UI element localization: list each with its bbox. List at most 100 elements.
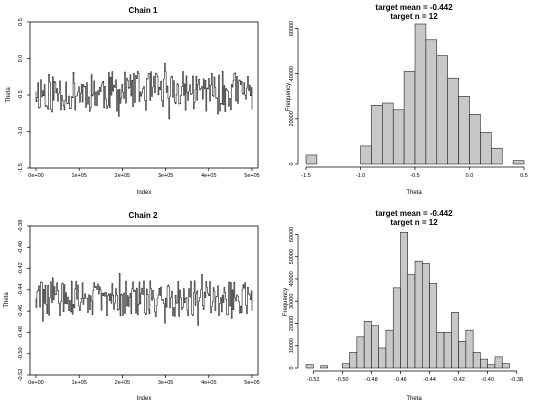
hist-bar <box>443 332 452 369</box>
chain-2-hist-y-label: Frequency <box>283 288 289 316</box>
chain-1-hist-x-axis: -1.5 -1.0 -0.5 0.0 0.5 <box>301 166 528 179</box>
x-tick-label: 0e+00 <box>28 380 43 386</box>
x-tick-label: 2e+05 <box>115 380 130 386</box>
x-tick-label: -0.52 <box>307 377 320 383</box>
chain-2-hist-x-label: Theta <box>406 396 422 402</box>
chain-2-hist-subtitle: target n = 12 <box>390 218 438 227</box>
x-tick-label: -1.5 <box>301 173 310 179</box>
y-tick-label: -0.48 <box>18 326 24 339</box>
hist-bar <box>414 260 423 369</box>
hist-bar <box>425 39 438 165</box>
hist-bar <box>436 55 448 165</box>
x-tick-label: -0.5 <box>410 173 419 179</box>
hist-bar <box>363 321 372 369</box>
chain-1-y-label: Theta <box>6 87 12 103</box>
chain-2-hist-x-axis: -0.52 -0.50 -0.48 -0.46 -0.44 -0.42 -0.40 -0.38 <box>307 370 523 383</box>
y-tick-label: -0.40 <box>18 241 24 254</box>
y-tick-label: 20000 <box>289 316 295 331</box>
x-tick-label: 0.0 <box>466 173 474 179</box>
x-tick-label: -0.40 <box>481 377 494 383</box>
x-tick-label: 5e+05 <box>244 380 259 386</box>
hist-bar <box>512 160 525 165</box>
chain-2-hist-title: target mean = -0.442 <box>375 209 453 218</box>
hist-bar <box>487 364 496 369</box>
hist-bar <box>385 329 394 369</box>
chain-1-trace-marks <box>35 62 253 120</box>
x-tick-label: -0.42 <box>452 377 465 383</box>
trace-line <box>35 62 253 120</box>
chain-1-hist-x-label: Theta <box>406 190 422 196</box>
hist-bar <box>392 287 401 369</box>
hist-bar <box>429 283 438 369</box>
chain-2-x-axis: 0e+00 1e+05 2e+05 3e+05 4e+05 5e+05 <box>28 375 260 386</box>
y-tick-label: -1.5 <box>18 163 24 172</box>
hist-bar <box>472 352 481 369</box>
x-tick-label: -0.38 <box>510 377 523 383</box>
x-tick-label: 5e+05 <box>244 173 259 179</box>
y-tick-label: 60000 <box>289 227 295 242</box>
hist-bar <box>392 109 405 165</box>
hist-bar <box>382 102 394 165</box>
hist-bar <box>436 332 445 369</box>
hist-bar <box>407 274 416 369</box>
y-tick-label: -0.5 <box>18 90 24 99</box>
chain-1-hist-y-label: Frequency <box>286 83 292 111</box>
x-tick-label: 1e+05 <box>71 380 86 386</box>
chain-2-hist-y-axis: 0 10000 20000 30000 40000 50000 60000 <box>289 227 299 370</box>
hist-bar <box>447 77 459 165</box>
hist-bar <box>320 365 329 369</box>
x-tick-label: 0e+00 <box>28 173 43 179</box>
chain-1-hist-subtitle: target n = 12 <box>390 12 438 21</box>
hist-bar <box>480 358 488 369</box>
x-tick-label: -1.0 <box>356 173 365 179</box>
chain-1-x-label: Index <box>137 190 152 196</box>
hist-bar <box>305 364 314 369</box>
y-tick-label: -0.50 <box>18 347 24 360</box>
hist-bar <box>378 347 387 369</box>
hist-bar <box>469 114 481 165</box>
hist-bar <box>458 341 467 369</box>
hist-bar <box>422 263 430 369</box>
chain-1-y-axis: -1.5 -1.0 -0.5 0.0 0.5 <box>18 18 30 173</box>
hist-bar <box>371 325 379 369</box>
x-tick-label: 0.5 <box>520 173 528 179</box>
chain-1-hist-y-axis: 0 20000 40000 60000 <box>289 21 299 166</box>
chain-1-x-axis: 0e+00 1e+05 2e+05 3e+05 4e+05 5e+05 <box>28 168 260 179</box>
hist-bar <box>403 71 416 165</box>
chain-2-histogram-panel: target mean = -0.442 target n = 12 -0.52… <box>283 209 523 402</box>
y-tick-label: 60000 <box>289 21 295 36</box>
chain-2-title: Chain 2 <box>129 211 158 220</box>
x-tick-label: 3e+05 <box>158 380 173 386</box>
chain-2-trace-panel: Chain 2 0e+00 1e+05 2e+05 3e+05 4e+05 5e+05 -… <box>4 211 260 402</box>
hist-bar <box>349 352 358 369</box>
hist-bar <box>400 231 408 369</box>
x-tick-label: 3e+05 <box>158 173 173 179</box>
hist-bar <box>465 329 474 369</box>
chain-2-plot-frame <box>29 225 259 376</box>
chain-2-y-label: Theta <box>4 292 10 308</box>
chain-2-trace-marks <box>35 272 253 326</box>
chain-1-hist-title: target mean = -0.442 <box>375 3 453 12</box>
y-tick-label: 20000 <box>289 111 295 126</box>
hist-bar <box>342 363 350 369</box>
x-tick-label: -0.46 <box>394 377 407 383</box>
y-tick-label: -0.44 <box>18 284 24 297</box>
y-tick-label: -0.42 <box>18 262 24 275</box>
x-tick-label: 4e+05 <box>201 380 216 386</box>
x-tick-label: 2e+05 <box>115 173 130 179</box>
chain-1-title: Chain 1 <box>129 6 158 15</box>
hist-bar <box>501 363 510 369</box>
chain-1-histogram-panel: target mean = -0.442 target n = 12 -1.5-… <box>286 3 528 196</box>
chain-2-hist-bars <box>305 231 510 369</box>
x-tick-label: 1e+05 <box>71 173 86 179</box>
hist-bar <box>414 23 427 165</box>
y-tick-label: 40000 <box>289 66 295 81</box>
y-tick-label: 10000 <box>289 338 295 353</box>
trace-line <box>35 272 253 326</box>
y-tick-label: -0.46 <box>18 305 24 318</box>
hist-bar <box>451 312 459 369</box>
y-tick-label: 30000 <box>289 294 295 309</box>
hist-bar <box>371 105 383 165</box>
hist-bar <box>491 147 503 165</box>
